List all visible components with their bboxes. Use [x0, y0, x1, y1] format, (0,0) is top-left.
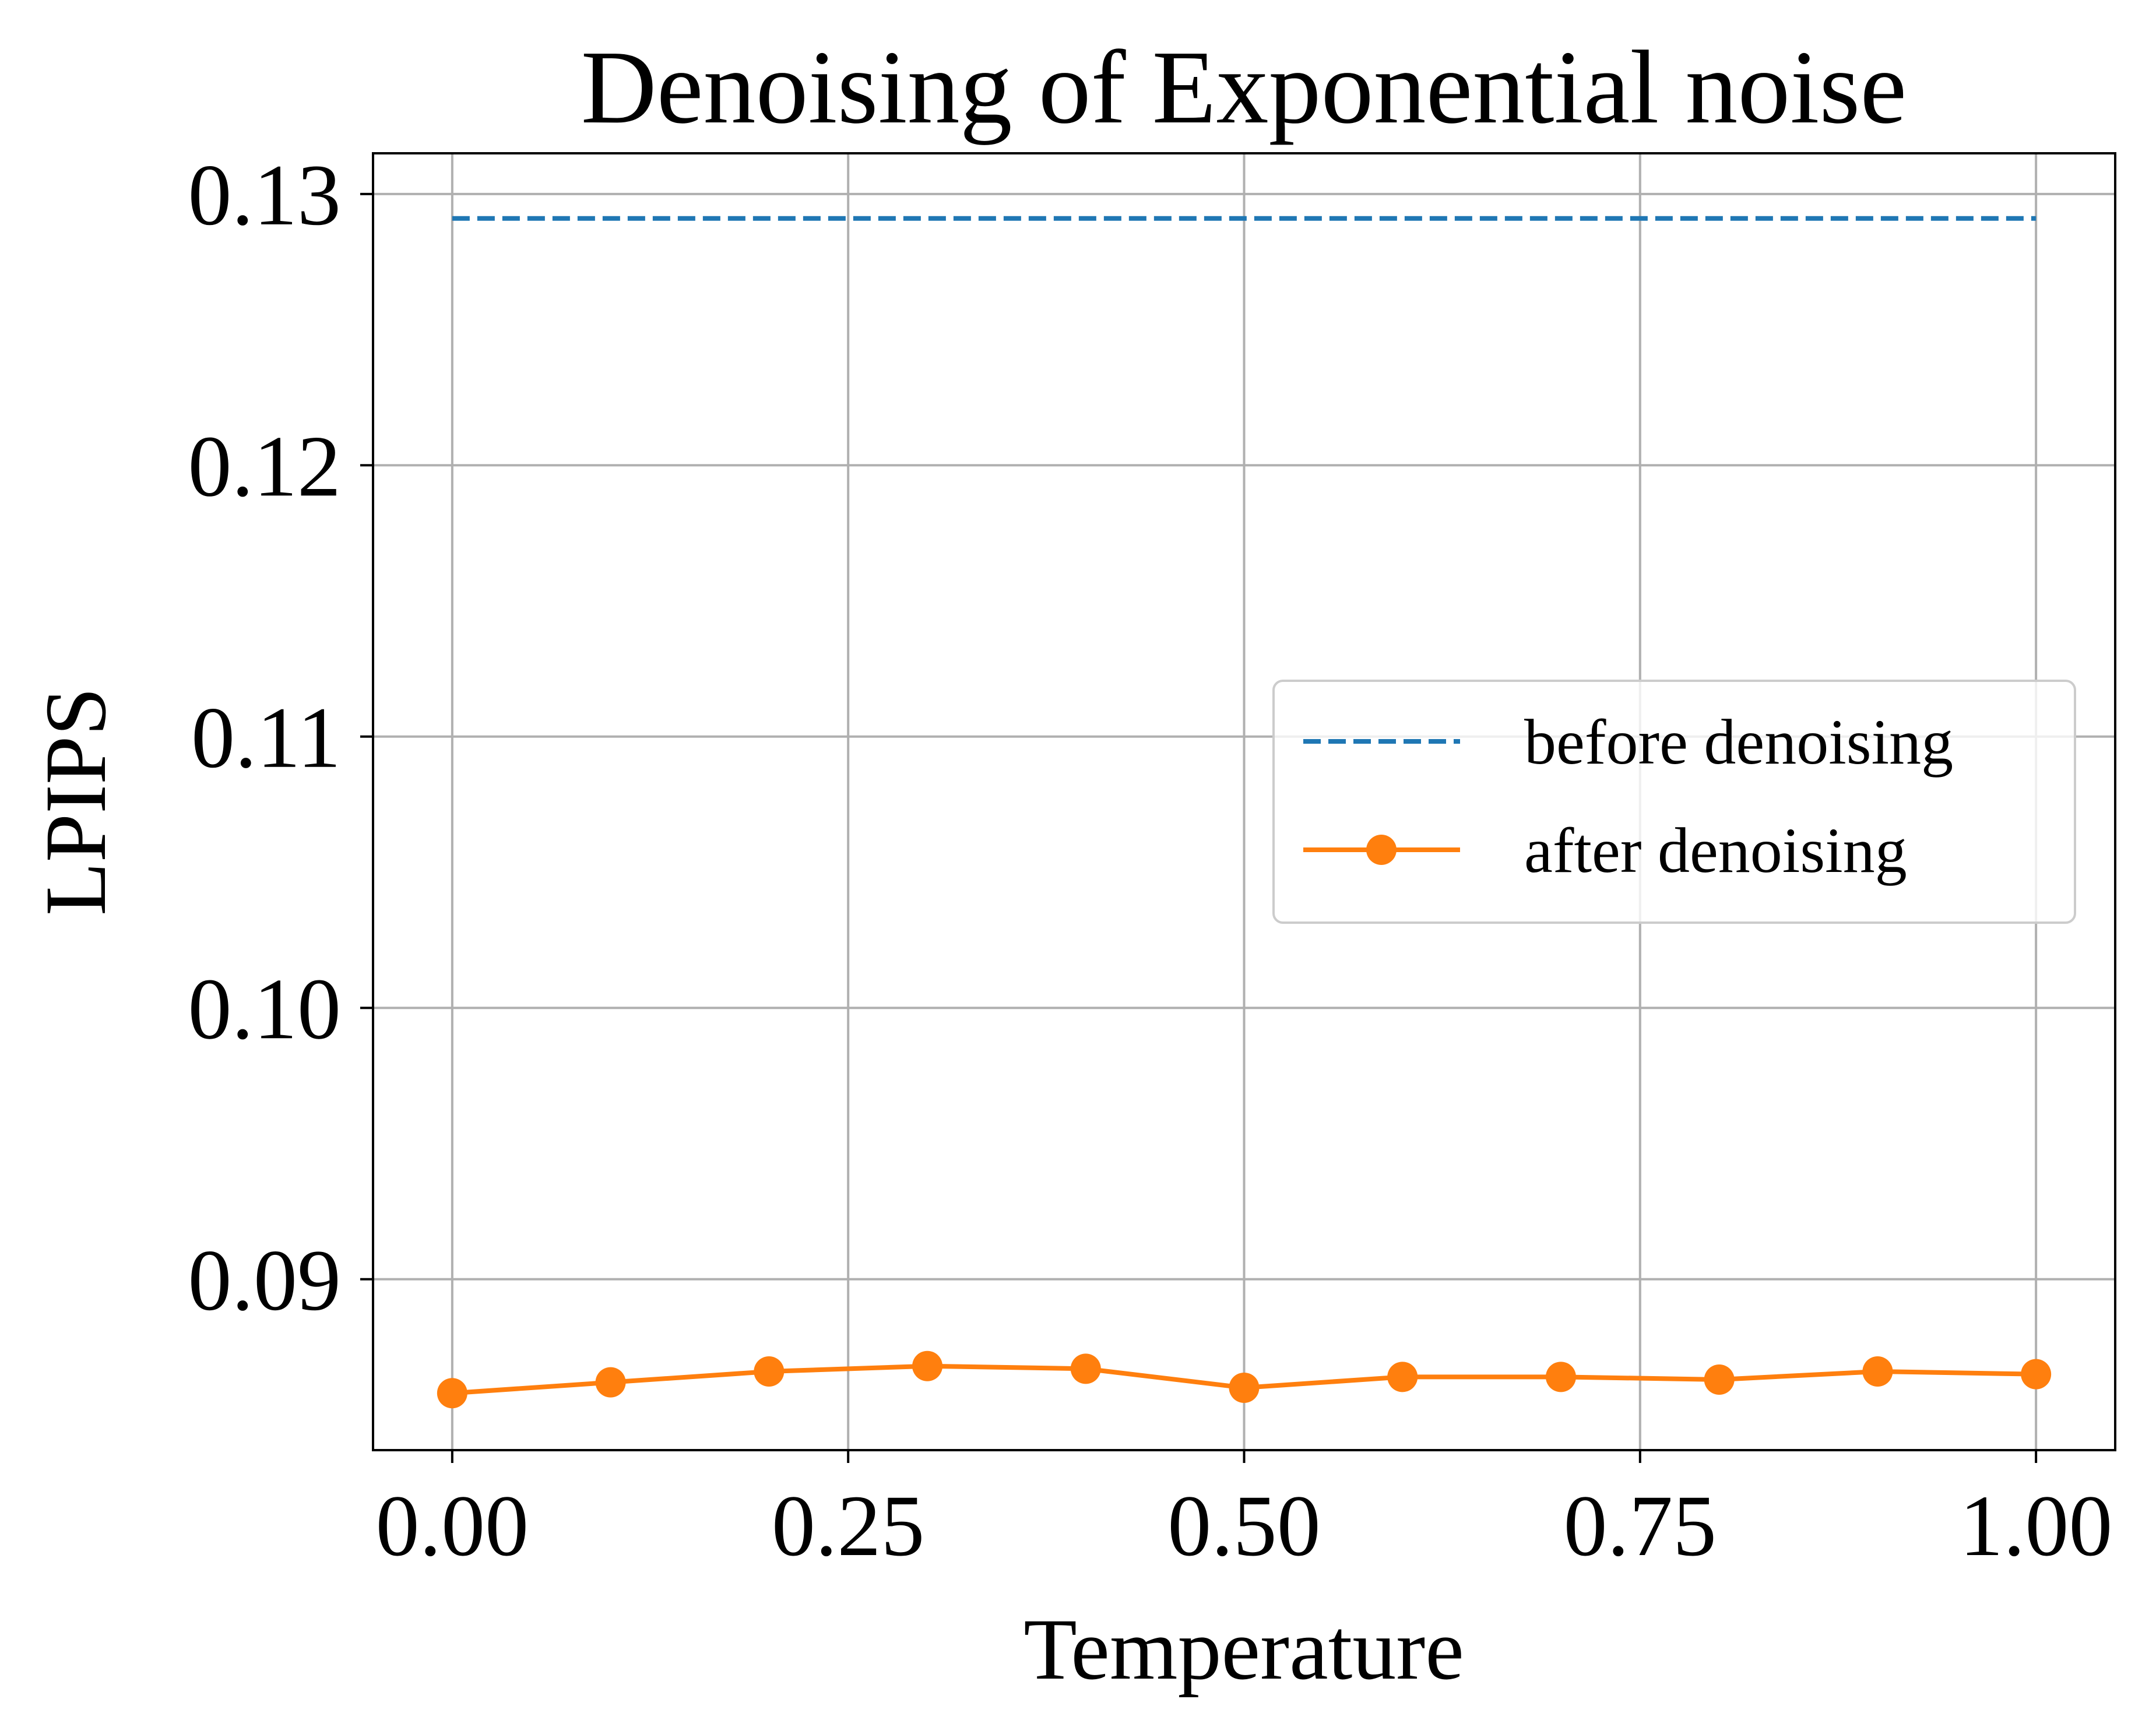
data-point-after-denoising	[2021, 1359, 2052, 1390]
legend-box	[1272, 680, 2076, 924]
x-tick-label: 0.75	[1564, 1478, 1717, 1574]
data-point-after-denoising	[1387, 1362, 1418, 1392]
y-axis-label: LPIPS	[27, 687, 124, 916]
series-layer	[437, 216, 2052, 1409]
data-point-after-denoising	[1545, 1362, 1576, 1392]
legend-label-before-denoising: before denoising	[1524, 706, 1953, 778]
legend-marker-after-denoising	[1366, 835, 1397, 865]
y-tick-label: 0.09	[188, 1232, 342, 1329]
data-point-after-denoising	[437, 1378, 467, 1409]
ticks: 0.00 0.25 0.50 0.75 1.00 0.09 0.10 0.11 0.12 0.13	[188, 147, 2113, 1574]
data-point-after-denoising	[1862, 1356, 1893, 1387]
legend: before denoising after denoising	[1272, 680, 2076, 924]
x-axis-label: Temperature	[1024, 1601, 1464, 1698]
data-point-after-denoising	[754, 1356, 785, 1387]
data-point-after-denoising	[1229, 1372, 1260, 1403]
data-point-after-denoising	[1704, 1364, 1735, 1395]
y-tick-label: 0.10	[188, 961, 342, 1057]
x-tick-label: 1.00	[1960, 1478, 2113, 1574]
data-point-after-denoising	[912, 1350, 943, 1381]
y-tick-label: 0.11	[191, 690, 341, 786]
y-tick-label: 0.13	[188, 147, 342, 244]
x-tick-label: 0.00	[376, 1478, 529, 1574]
chart-title: Denoising of Exponential noise	[581, 29, 1907, 145]
data-point-after-denoising	[1070, 1353, 1101, 1384]
x-tick-label: 0.50	[1167, 1478, 1321, 1574]
y-tick-label: 0.12	[188, 418, 342, 515]
data-point-after-denoising	[595, 1367, 626, 1398]
legend-label-after-denoising: after denoising	[1524, 815, 1907, 886]
x-tick-label: 0.25	[772, 1478, 925, 1574]
